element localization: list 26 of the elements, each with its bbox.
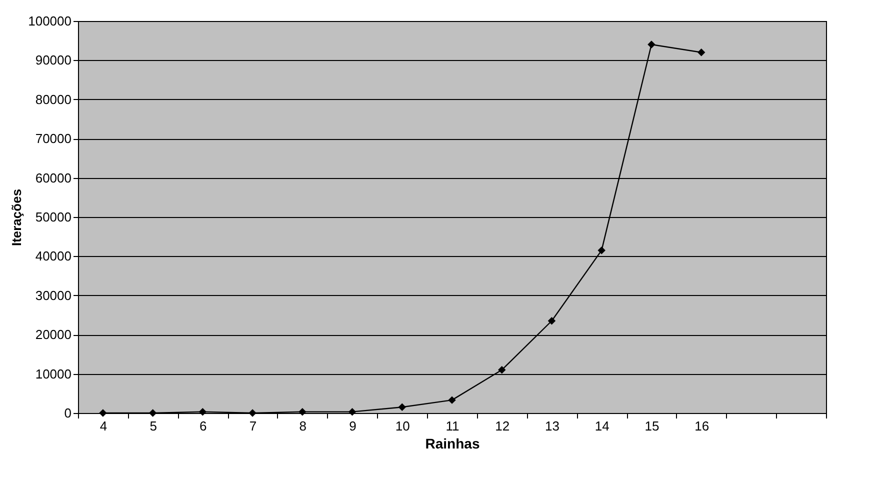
x-tick-label: 10 [395,418,410,434]
x-tick-label: 13 [545,418,560,434]
x-tick-label: 7 [249,418,257,434]
y-tick-label: 10000 [35,366,72,382]
x-tick-label: 15 [644,418,660,434]
y-tick-label: 50000 [35,210,72,224]
y-tick-label: 90000 [35,52,72,68]
y-axis-title: Iterações [9,188,24,246]
x-axis-title: Rainhas [425,436,480,452]
x-tick-label: 11 [446,418,460,434]
y-tick-label: 60000 [35,170,72,186]
x-tick-label: 6 [200,418,207,434]
x-tick-label: 12 [495,418,510,434]
y-tick-label: 20000 [35,327,72,342]
y-tick-label: 70000 [35,131,72,146]
y-tick-label: 0 [64,406,72,420]
y-tick-label: 80000 [35,92,72,107]
x-tick-label: 4 [100,418,108,434]
x-tick-label: 9 [349,418,356,434]
x-tick-label: 8 [299,418,307,434]
x-tick-label: 14 [594,418,610,434]
y-tick-label: 40000 [35,248,72,264]
x-tick-label: 16 [694,418,710,434]
x-tick-label: 5 [150,418,157,434]
y-tick-label: 30000 [35,288,72,303]
y-tick-label: 100000 [28,14,72,28]
